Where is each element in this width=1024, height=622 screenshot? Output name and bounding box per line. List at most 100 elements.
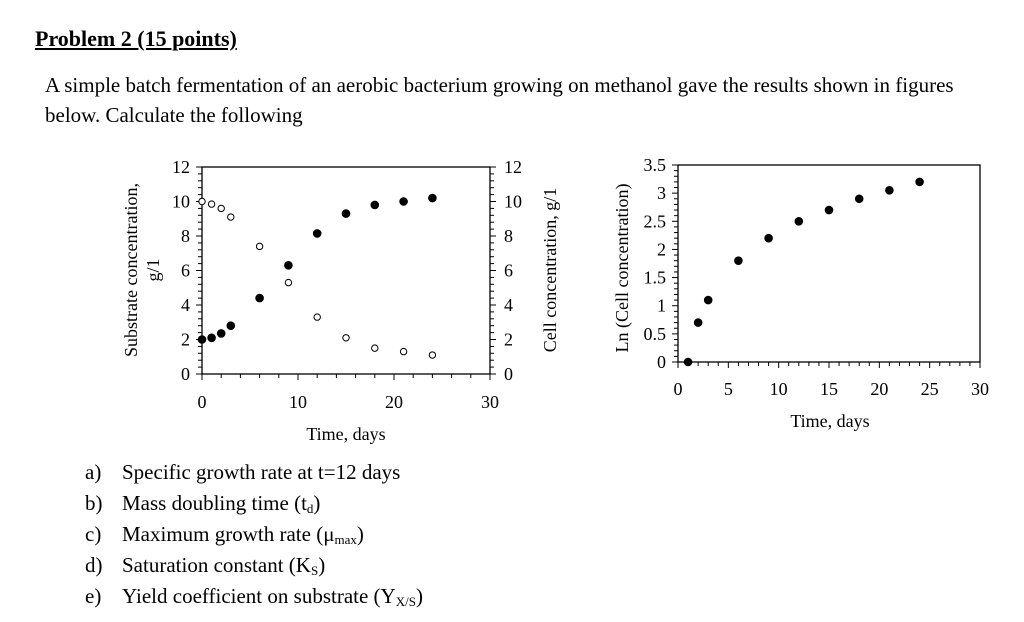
data-point-cell [683,357,693,367]
y-tick-label: 0 [181,364,190,384]
y-tick-label-right: 12 [504,157,522,177]
data-point-substrate [284,278,293,287]
data-point-substrate [313,313,321,321]
data-point-cell [341,209,351,218]
data-point-substrate [428,351,437,359]
x-tick-label: 5 [724,379,733,399]
data-point-cell [216,329,226,338]
y-tick-label-right: 8 [504,226,513,246]
question-subscript: d [306,501,314,516]
question-text: Mass doubling time (t [122,491,307,515]
data-point-cell [764,233,773,243]
problem-intro: A simple batch fermentation of an aerobi… [45,73,954,127]
question-label: a) [85,460,102,484]
x-tick-label: 30 [971,379,989,399]
y-tick-label: 2.5 [644,211,667,231]
question-item: d) Saturation constant (KS) [85,550,423,581]
data-point-cell [734,256,743,265]
question-text: Saturation constant (K [122,553,311,577]
y-tick-label-right: 4 [504,295,513,315]
question-text-end: ) [356,522,364,546]
question-label: b) [85,491,103,515]
data-point-substrate [371,344,379,352]
data-point-substrate [342,334,350,342]
question-item: c) Maximum growth rate (μmax) [85,519,423,550]
x-tick-label: 20 [385,392,403,412]
x-tick-label: 25 [921,379,939,399]
question-label: c) [85,522,102,546]
y-tick-label: 3.5 [644,155,667,175]
y-tick-label: 3 [657,183,666,203]
data-point-cell [312,229,322,238]
y-tick-label: 1 [657,296,666,316]
question-subscript: X/S [395,594,416,609]
data-point-cell [693,318,703,327]
y-tick-label: 1.5 [644,268,667,288]
x-tick-label: 15 [820,379,838,399]
question-text-end: ) [318,553,326,577]
data-point-cell [824,205,834,215]
question-list: a) Specific growth rate at t=12 days b) Ma… [85,457,423,612]
question-text: Yield coefficient on substrate (Y [122,584,396,608]
plot-frame [201,166,491,375]
question-label: e) [85,584,102,608]
y-tick-label: 6 [181,261,190,281]
x-tick-label: 0 [198,392,207,412]
plot-frame [677,164,981,363]
question-text: Maximum growth rate (μ [122,522,335,546]
data-point-substrate [207,200,216,208]
data-point-substrate [227,213,235,221]
data-point-cell [399,197,408,206]
y-tick-label-right: 2 [504,330,513,350]
data-point-substrate [255,242,264,251]
data-point-cell [370,200,380,210]
question-item: a) Specific growth rate at t=12 days [85,457,423,488]
x-tick-label: 20 [870,379,888,399]
data-point-cell [255,293,264,303]
data-point-substrate [217,204,225,213]
question-item: b) Mass doubling time (td) [85,488,423,519]
y-tick-label: 0.5 [644,324,667,344]
y-tick-label: 0 [657,352,666,372]
chart2-ylabel: Ln (Cell concentration) [612,184,633,353]
y-tick-label: 4 [181,295,190,315]
y-tick-label: 2 [181,330,190,350]
chart-substrate-cell: Substrate concentration, g/1 Cell concen… [121,157,560,444]
data-point-cell [226,321,236,331]
data-point-cell [428,193,437,203]
y-tick-label-right: 10 [504,192,522,212]
question-label: d) [85,553,103,577]
y-tick-label: 12 [172,157,190,177]
chart1-xlabel: Time, days [306,424,385,444]
y-tick-label: 2 [657,239,666,259]
question-text-end: ) [415,584,423,608]
chart-ln-cell: Ln (Cell concentration) Time, days 0 5 10 1… [612,155,989,431]
chart1-ylabel-right: Cell concentration, g/1 [540,188,560,352]
data-point-cell [703,295,713,305]
question-text: Specific growth rate at t=12 days [122,460,401,484]
data-point-substrate [198,197,206,206]
question-text-end: ) [313,491,321,515]
data-point-cell [794,216,804,226]
y-tick-label: 8 [181,226,190,246]
problem-title: Problem 2 (15 points) [35,26,237,51]
question-subscript: max [334,532,357,547]
data-point-cell [197,335,207,344]
y-tick-label-right: 6 [504,261,513,281]
data-point-cell [915,177,924,187]
question-item: e) Yield coefficient on substrate (YX/S) [85,581,423,612]
y-tick-label: 10 [172,192,190,212]
data-point-cell [284,261,293,270]
chart1-ylabel-left-line1: Substrate concentration, [121,183,141,357]
data-point-cell [207,333,216,343]
x-tick-label: 30 [481,392,499,412]
y-tick-label-right: 0 [504,364,513,384]
chart2-xlabel: Time, days [790,411,869,431]
data-point-cell [854,194,864,204]
data-point-substrate [399,347,408,356]
x-tick-label: 0 [674,379,683,399]
data-point-cell [885,186,894,195]
x-tick-label: 10 [289,392,307,412]
chart1-ylabel-left-line2: g/1 [143,258,163,281]
